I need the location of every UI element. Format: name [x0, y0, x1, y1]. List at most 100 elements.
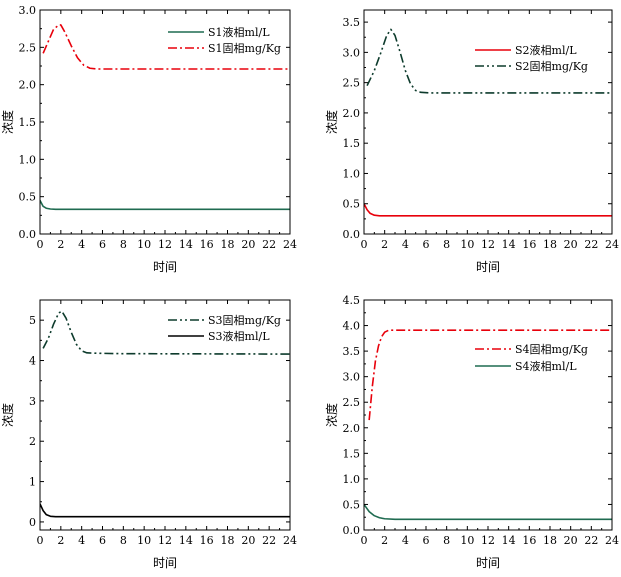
y-tick-label: 1.5 — [343, 447, 361, 460]
series-line-1 — [368, 329, 612, 421]
y-tick-label: 1.0 — [343, 473, 361, 486]
x-tick-label: 8 — [443, 534, 450, 547]
x-tick-label: 6 — [99, 238, 106, 251]
x-tick-label: 24 — [283, 534, 297, 547]
x-tick-label: 4 — [78, 238, 85, 251]
y-tick-label: 0.5 — [19, 191, 37, 204]
y-tick-label: 2.0 — [343, 107, 361, 120]
series-line-2 — [366, 28, 612, 94]
legend-label: S1固相mg/Kg — [208, 42, 281, 55]
legend-label: S1液相ml/L — [208, 25, 270, 39]
x-tick-label: 16 — [522, 534, 536, 547]
x-axis-title: 时间 — [153, 260, 177, 274]
y-axis-title: 浓度 — [0, 110, 15, 134]
x-tick-label: 22 — [584, 534, 598, 547]
x-tick-label: 4 — [402, 238, 409, 251]
x-tick-label: 0 — [37, 534, 44, 547]
y-axis-title: 浓度 — [324, 110, 339, 134]
y-tick-label: 0.5 — [343, 498, 361, 511]
x-tick-label: 24 — [605, 238, 619, 251]
y-tick-label: 4.5 — [343, 294, 361, 307]
y-tick-label: 3.0 — [343, 46, 361, 59]
x-tick-label: 14 — [179, 534, 193, 547]
x-tick-label: 8 — [120, 534, 127, 547]
series-line-2 — [364, 503, 612, 521]
y-tick-label: 1.0 — [343, 167, 361, 180]
y-tick-label: 2.5 — [343, 77, 361, 90]
x-tick-label: 14 — [502, 238, 516, 251]
x-tick-label: 20 — [241, 238, 255, 251]
y-tick-label: 1.5 — [19, 116, 37, 129]
x-tick-label: 6 — [99, 534, 106, 547]
x-axis-title: 时间 — [153, 556, 177, 570]
series-line-1 — [42, 310, 290, 355]
y-tick-label: 1 — [29, 476, 36, 489]
x-tick-label: 20 — [564, 238, 578, 251]
chart-panel-s4: 0 2 4 6 8 10 12 14 16 18 20 22 240.00.51.01.52.02.53… — [324, 294, 619, 570]
y-tick-label: 3.5 — [343, 16, 361, 29]
x-axis-title: 时间 — [476, 260, 500, 274]
x-tick-label: 12 — [158, 534, 172, 547]
chart-panel-s3: 0 2 4 6 8 10 12 14 16 18 20 22 24012345时间浓度S3固相mg/Kg… — [0, 299, 297, 570]
x-tick-label: 2 — [57, 238, 64, 251]
y-tick-label: 2 — [29, 435, 36, 448]
x-tick-label: 18 — [221, 534, 235, 547]
x-tick-label: 12 — [481, 534, 495, 547]
x-tick-label: 6 — [423, 238, 430, 251]
x-tick-label: 24 — [283, 238, 297, 251]
x-tick-label: 2 — [381, 534, 388, 547]
x-tick-label: 10 — [460, 534, 474, 547]
x-tick-label: 22 — [584, 238, 598, 251]
x-tick-label: 24 — [605, 534, 619, 547]
y-tick-label: 2.0 — [19, 79, 37, 92]
x-tick-label: 16 — [200, 238, 214, 251]
legend-label: S3固相mg/Kg — [208, 314, 281, 327]
x-tick-label: 12 — [158, 238, 172, 251]
x-tick-label: 4 — [78, 534, 85, 547]
y-tick-label: 1.5 — [343, 137, 361, 150]
x-tick-label: 18 — [543, 238, 557, 251]
x-tick-label: 14 — [179, 238, 193, 251]
y-tick-label: 4 — [29, 355, 36, 368]
x-tick-label: 0 — [37, 238, 44, 251]
x-tick-label: 14 — [502, 534, 516, 547]
y-tick-label: 5 — [29, 314, 36, 327]
y-tick-label: 2.5 — [343, 396, 361, 409]
x-tick-label: 8 — [443, 238, 450, 251]
x-tick-label: 20 — [564, 534, 578, 547]
y-tick-label: 3 — [29, 395, 36, 408]
x-tick-label: 18 — [221, 238, 235, 251]
y-tick-label: 3.0 — [19, 4, 37, 17]
x-axis-title: 时间 — [476, 556, 500, 570]
y-tick-label: 4.0 — [343, 320, 361, 333]
y-tick-label: 0.0 — [343, 228, 361, 241]
y-tick-label: 3.0 — [343, 371, 361, 384]
chart-panel-s2: 0 2 4 6 8 10 12 14 16 18 20 22 240.00.51.01.52.02.53… — [324, 9, 619, 274]
x-tick-label: 16 — [200, 534, 214, 547]
y-tick-label: 0 — [29, 516, 36, 529]
x-tick-label: 12 — [481, 238, 495, 251]
x-tick-label: 10 — [137, 534, 151, 547]
x-tick-label: 16 — [522, 238, 536, 251]
legend-label: S4液相ml/L — [515, 359, 577, 373]
y-tick-label: 0.0 — [343, 524, 361, 537]
legend-label: S3液相ml/L — [208, 329, 270, 343]
x-tick-label: 10 — [460, 238, 474, 251]
x-tick-label: 20 — [241, 534, 255, 547]
y-tick-label: 1.0 — [19, 153, 37, 166]
x-tick-label: 0 — [361, 238, 368, 251]
series-line-1 — [364, 203, 612, 217]
series-line-1 — [40, 200, 290, 211]
x-tick-label: 6 — [423, 534, 430, 547]
x-tick-label: 2 — [381, 238, 388, 251]
x-tick-label: 0 — [361, 534, 368, 547]
y-tick-label: 2.5 — [19, 41, 37, 54]
x-tick-label: 2 — [57, 534, 64, 547]
x-tick-label: 10 — [137, 238, 151, 251]
legend-label: S2固相mg/Kg — [515, 60, 588, 73]
legend-label: S4固相mg/Kg — [515, 343, 588, 356]
x-tick-label: 4 — [402, 534, 409, 547]
legend-label: S2液相ml/L — [515, 43, 577, 57]
y-tick-label: 2.0 — [343, 422, 361, 435]
